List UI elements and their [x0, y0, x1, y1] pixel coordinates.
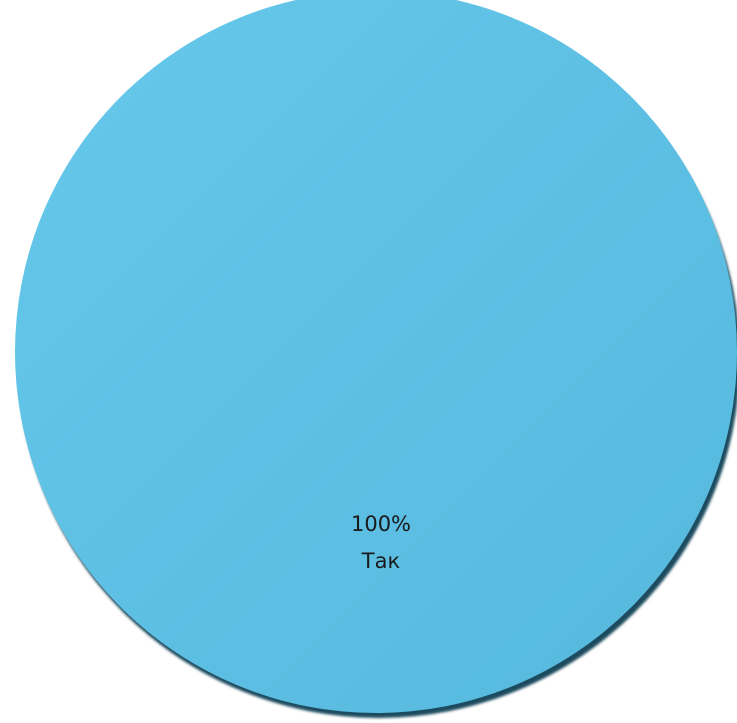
data-label-percent: 100%	[351, 512, 411, 536]
pie-slice-Так	[15, 0, 737, 713]
data-label-category: Так	[361, 549, 400, 573]
pie-group	[15, 0, 737, 718]
